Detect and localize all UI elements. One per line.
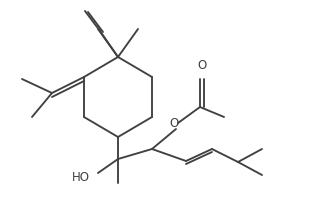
Text: O: O bbox=[197, 59, 207, 72]
Text: O: O bbox=[169, 117, 179, 130]
Text: HO: HO bbox=[72, 171, 90, 184]
